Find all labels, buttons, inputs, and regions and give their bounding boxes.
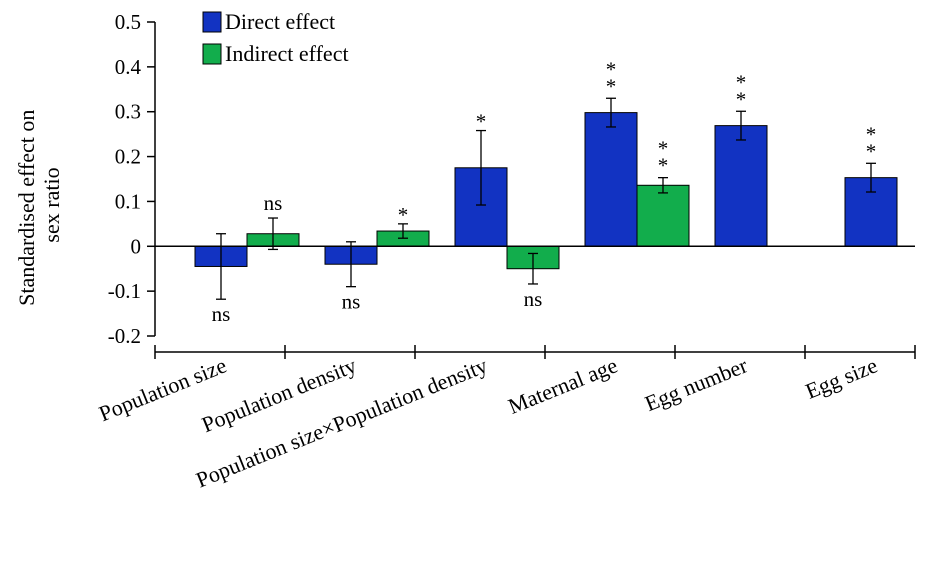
significance-label: *: [398, 203, 409, 227]
significance-star: *: [866, 122, 877, 146]
significance-label: * *: [736, 70, 747, 111]
y-tick-label: 0.1: [115, 189, 141, 213]
category-label: Egg size: [802, 352, 881, 403]
legend-label: Indirect effect: [225, 41, 349, 66]
legend-swatch: [202, 43, 222, 65]
significance-star: *: [866, 139, 877, 163]
y-tick-label: 0.2: [115, 145, 141, 169]
significance-label: * *: [658, 137, 669, 178]
significance-star: *: [606, 74, 617, 98]
significance-label: ns: [342, 290, 361, 314]
significance-label: ns: [212, 302, 231, 326]
bar: [714, 125, 768, 247]
significance-label: ns: [264, 191, 283, 215]
y-tick-label: 0.4: [115, 55, 142, 79]
y-axis-title: Standardised effect on sex ratio: [14, 104, 64, 306]
y-axis-title-line-2: sex ratio: [39, 167, 64, 242]
y-tick-label: 0.5: [115, 10, 141, 34]
bar: [636, 184, 690, 247]
significance-star: *: [606, 57, 617, 81]
significance-label: * *: [866, 122, 877, 163]
legend: Direct effect Indirect effect: [202, 9, 349, 66]
significance-label: *: [476, 110, 487, 134]
bars-layer: [194, 97, 898, 300]
y-tick-label: -0.1: [108, 279, 141, 303]
axes-layer: [147, 21, 916, 359]
bar: [584, 112, 638, 247]
significance-star: *: [658, 154, 669, 178]
y-axis-title-line-1: Standardised effect on: [14, 110, 39, 306]
significance-star: *: [736, 70, 747, 94]
significance-label: ns: [524, 287, 543, 311]
category-label: Egg number: [641, 352, 751, 416]
y-tick-label: 0.3: [115, 100, 141, 124]
significance-label: * *: [606, 57, 617, 98]
category-label: Maternal age: [504, 352, 620, 418]
y-tick-label: -0.2: [108, 324, 141, 348]
y-tick-label: 0: [131, 234, 142, 258]
significance-star: *: [736, 87, 747, 111]
significance-star: *: [658, 137, 669, 161]
legend-label: Direct effect: [225, 9, 335, 34]
legend-swatch: [202, 11, 222, 33]
